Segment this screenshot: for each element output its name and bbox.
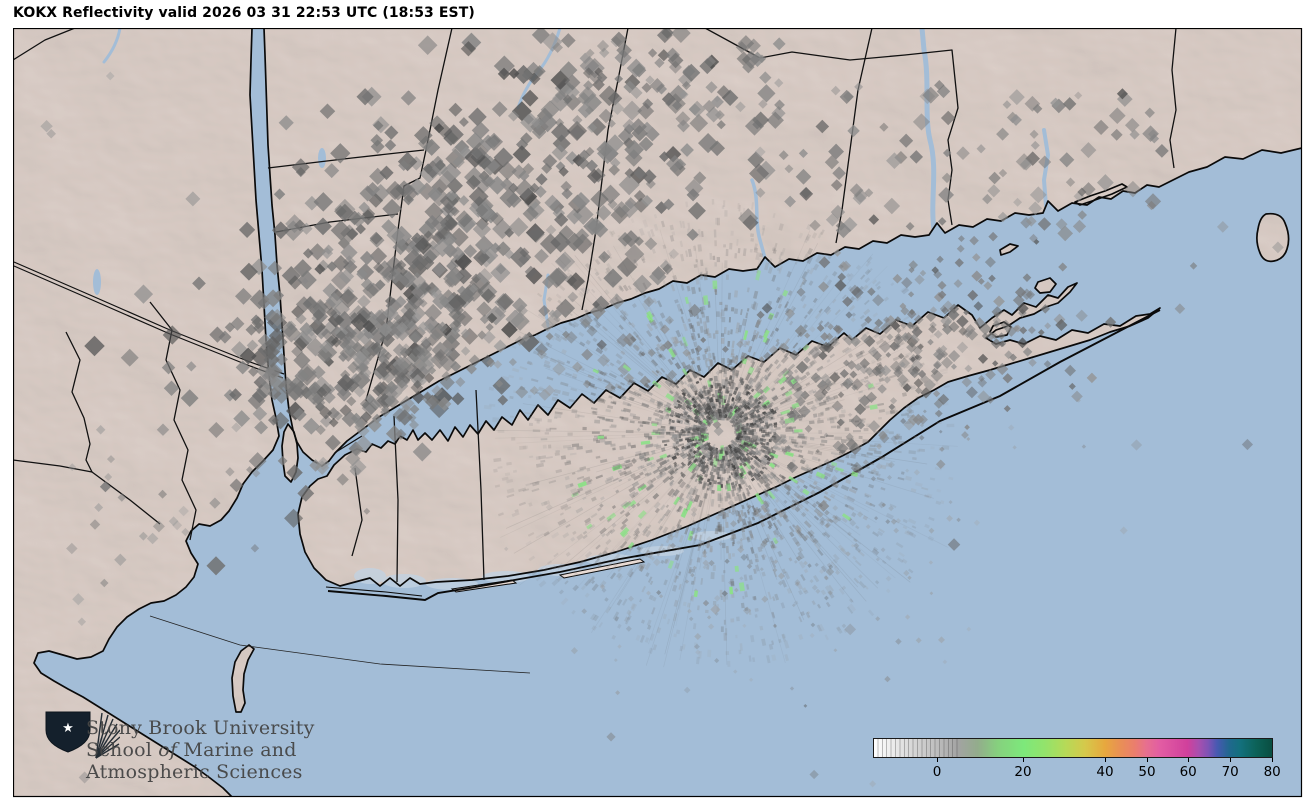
logo-text: Stony Brook University School of Marine … — [86, 717, 315, 783]
colorbar-tick-label: 80 — [1263, 764, 1281, 780]
barrier-islands — [325, 309, 1161, 601]
colorbar-tick-mark — [1147, 758, 1149, 762]
colorbar-tick-label: 50 — [1138, 764, 1156, 780]
shield-icon — [45, 711, 91, 753]
colorbar-tick-mark — [937, 758, 939, 762]
colorbar-tick-mark — [1023, 758, 1025, 762]
channel-line — [149, 615, 531, 674]
shield-rays-icon — [95, 712, 120, 759]
reflectivity-echo-layer — [40, 28, 1284, 788]
logo-line-2: School of Marine and — [86, 739, 297, 761]
shield-star: ★ — [62, 721, 74, 736]
colorbar-tick-mark — [1105, 758, 1107, 762]
logo-line-3: Atmospheric Sciences — [86, 761, 303, 783]
colorbar-tick-label: 0 — [932, 764, 942, 780]
radar-map — [13, 28, 1303, 798]
reflectivity-colorbar — [873, 738, 1273, 758]
colorbar-tick-label: 60 — [1179, 764, 1197, 780]
colorbar-tick-mark — [1230, 758, 1232, 762]
colorbar-discrete-stripes — [874, 739, 958, 757]
colorbar-tick-mark — [1272, 758, 1274, 762]
colorbar-tick-label: 40 — [1096, 764, 1114, 780]
stony-brook-logo: ★ — [45, 711, 120, 759]
colorbar-area: 0 20 40 50 60 70 80 — [873, 738, 1281, 783]
page-title: KOKX Reflectivity valid 2026 03 31 22:53… — [13, 5, 475, 21]
map-frame — [13, 28, 1303, 798]
colorbar-tick-mark — [1188, 758, 1190, 762]
colorbar-tick-label: 20 — [1014, 764, 1032, 780]
colorbar-tick-label: 70 — [1221, 764, 1239, 780]
logo-line-1: Stony Brook University — [86, 717, 315, 739]
